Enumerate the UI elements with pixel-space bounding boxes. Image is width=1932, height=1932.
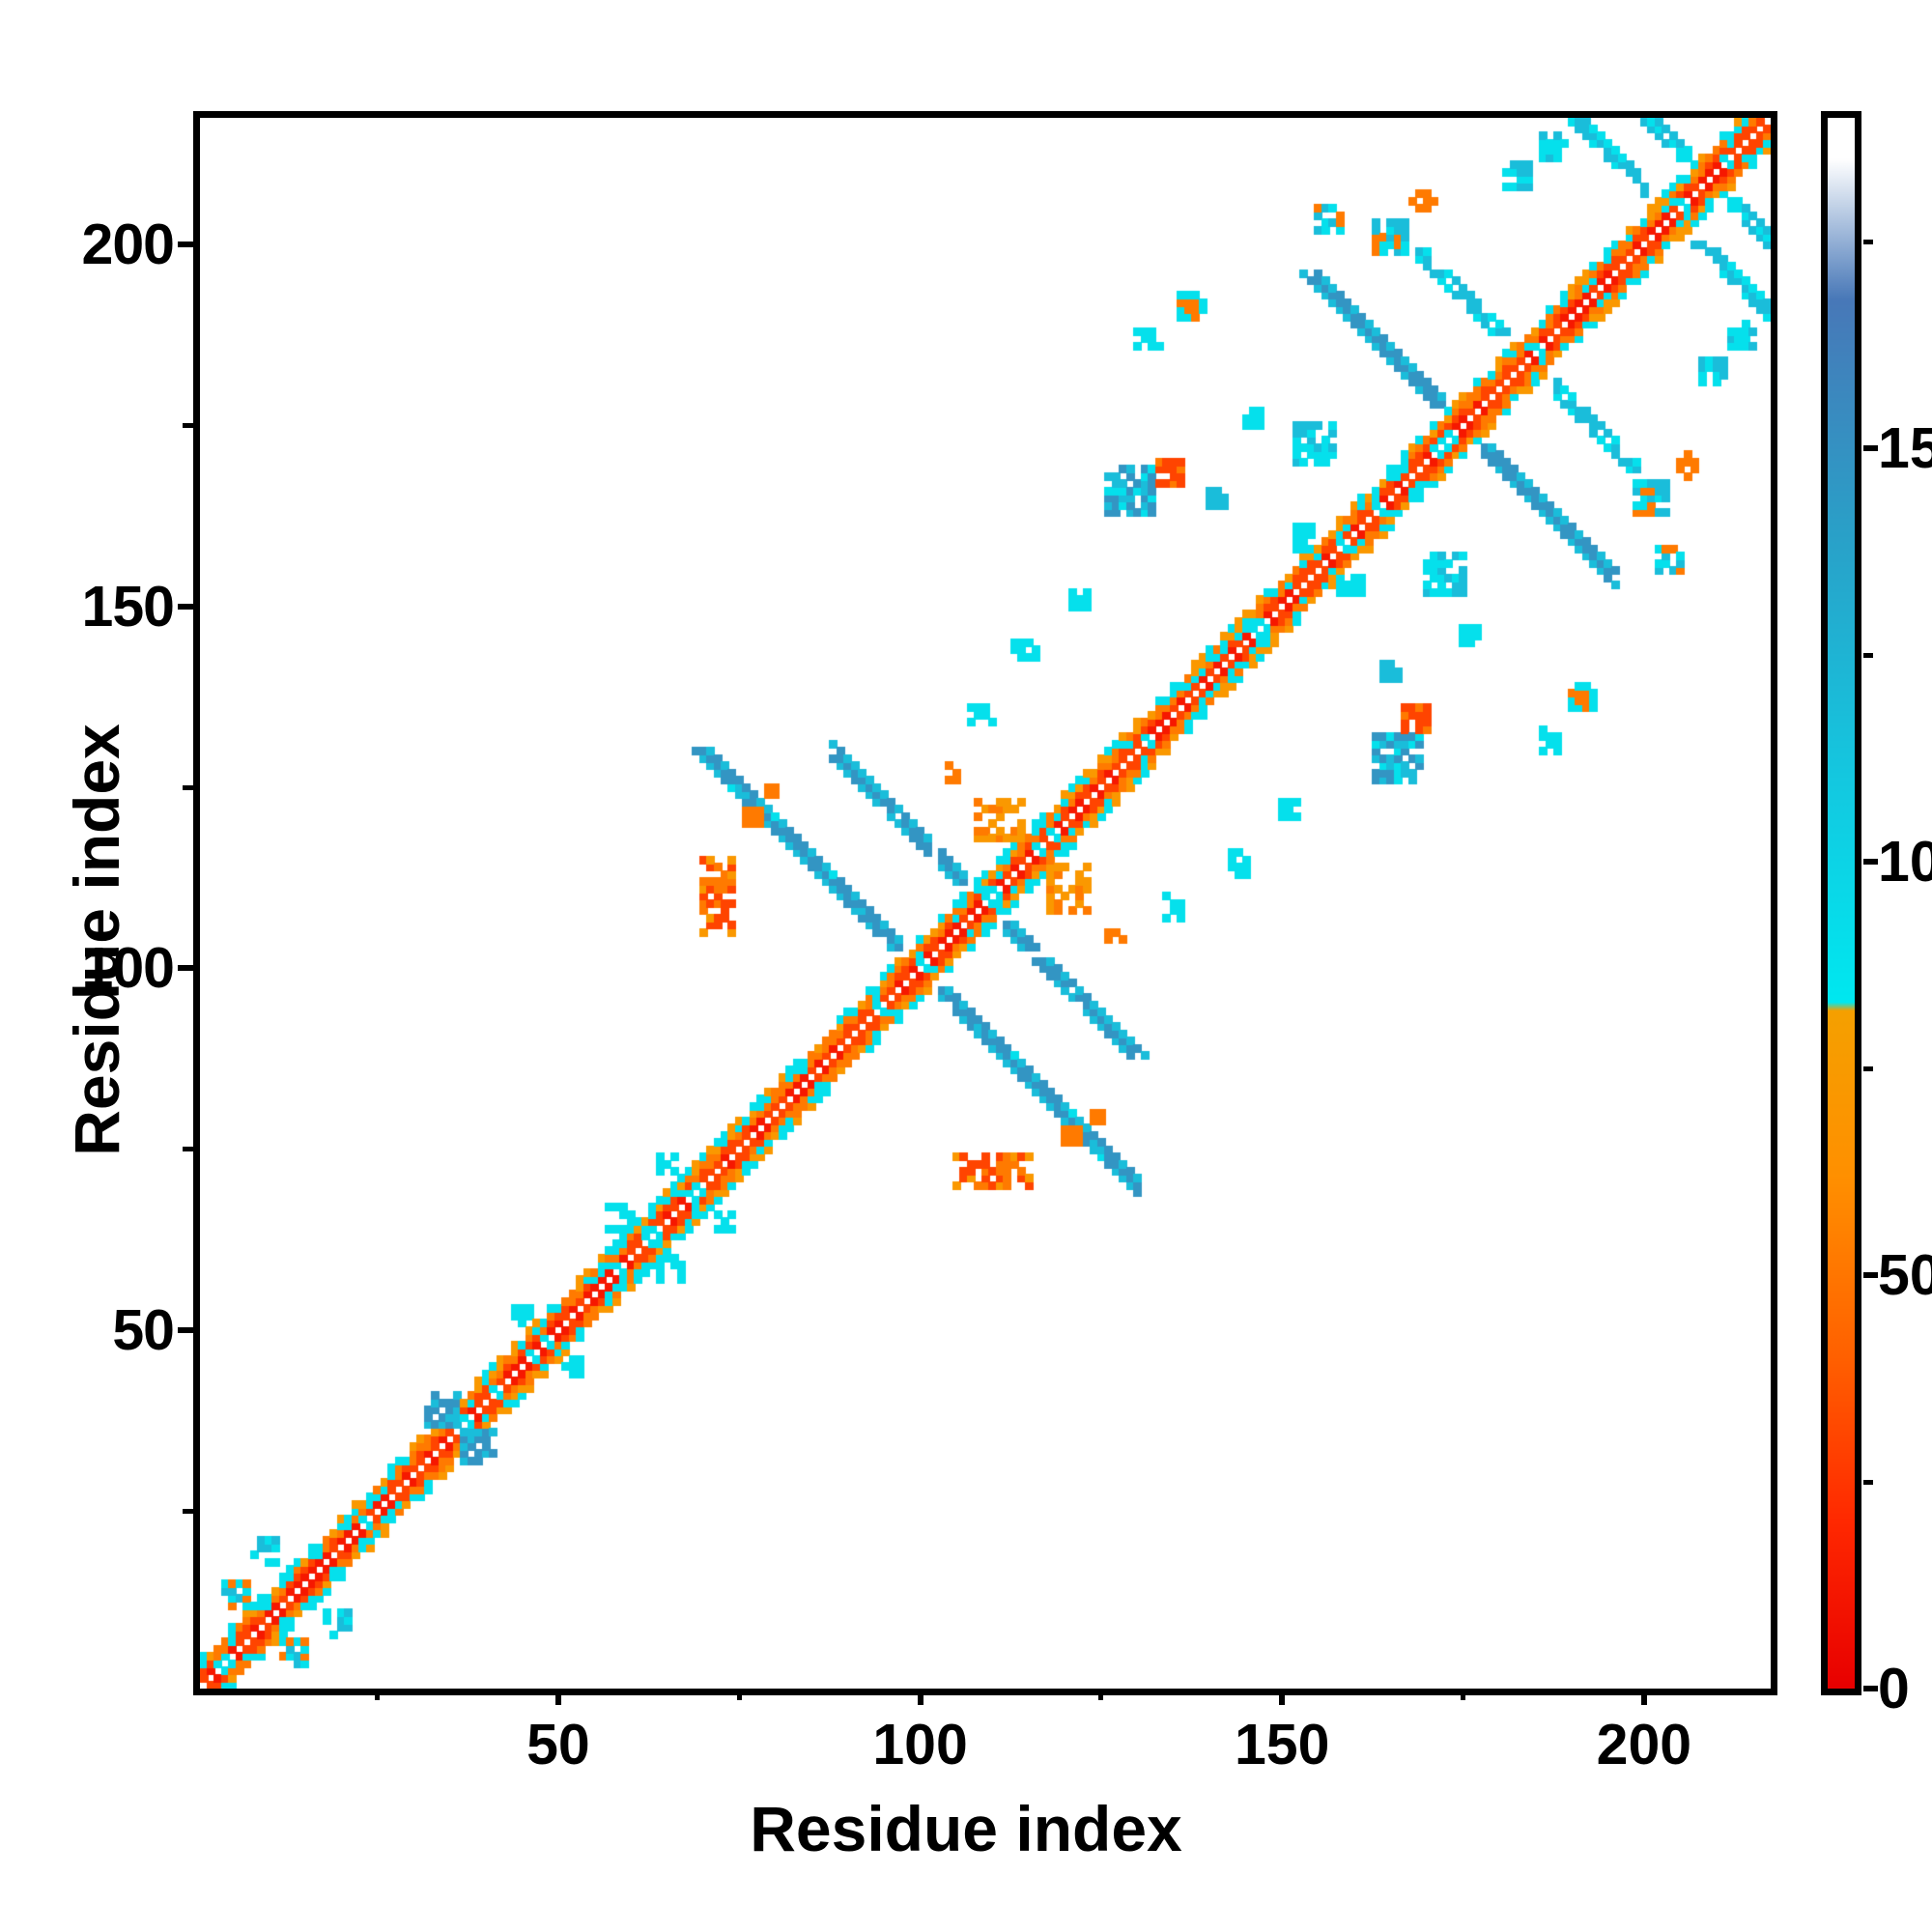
x-axis-tick	[917, 1690, 923, 1705]
y-axis-tick	[178, 603, 193, 610]
colorbar-minor-tick	[1863, 652, 1873, 658]
y-axis-tick	[178, 1327, 193, 1334]
x-axis-tick	[1279, 1690, 1286, 1705]
y-axis-tick-label: 200	[81, 213, 175, 277]
y-axis-minor-tick	[183, 1147, 193, 1152]
x-axis-minor-tick	[1461, 1690, 1466, 1700]
colorbar-tick-label: 0	[1878, 1657, 1910, 1720]
colorbar-tick	[1863, 859, 1878, 866]
contact-map-panel	[193, 111, 1777, 1695]
colorbar-minor-tick	[1863, 1065, 1873, 1071]
x-axis-tick	[554, 1690, 561, 1705]
colorbar-minor-tick	[1863, 1479, 1873, 1485]
x-axis-tick-label: 50	[526, 1713, 590, 1776]
y-axis-tick-label: 150	[81, 574, 175, 639]
x-axis-tick-label: 100	[872, 1713, 968, 1776]
colorbar-tick	[1863, 1686, 1878, 1691]
colorbar-tick	[1863, 1272, 1878, 1279]
x-axis-tick	[1640, 1690, 1647, 1705]
contact-map-heatmap	[200, 118, 1771, 1689]
colorbar-gradient	[1828, 118, 1855, 1689]
y-axis-minor-tick	[183, 784, 193, 790]
y-axis-tick-label: 100	[81, 936, 175, 1001]
x-axis-minor-tick	[736, 1690, 742, 1700]
colorbar-tick	[1863, 445, 1878, 452]
colorbar-tick-label: 100	[1878, 830, 1932, 895]
x-axis-minor-tick	[1098, 1690, 1104, 1700]
y-axis-tick	[178, 242, 193, 248]
colorbar	[1821, 111, 1861, 1695]
colorbar-minor-tick	[1863, 239, 1873, 244]
y-axis-minor-tick	[183, 422, 193, 428]
y-axis-title: Residue index	[61, 724, 132, 1156]
y-axis-minor-tick	[183, 1508, 193, 1514]
x-axis-minor-tick	[375, 1690, 381, 1700]
x-axis-tick-label: 150	[1234, 1713, 1330, 1776]
colorbar-tick-label: 50	[1878, 1243, 1932, 1308]
x-axis-title: Residue index	[750, 1793, 1182, 1864]
x-axis-tick-label: 200	[1596, 1713, 1692, 1776]
y-axis-tick	[178, 965, 193, 972]
y-axis-tick-label: 50	[112, 1298, 175, 1363]
colorbar-tick-label: 150	[1878, 416, 1932, 481]
